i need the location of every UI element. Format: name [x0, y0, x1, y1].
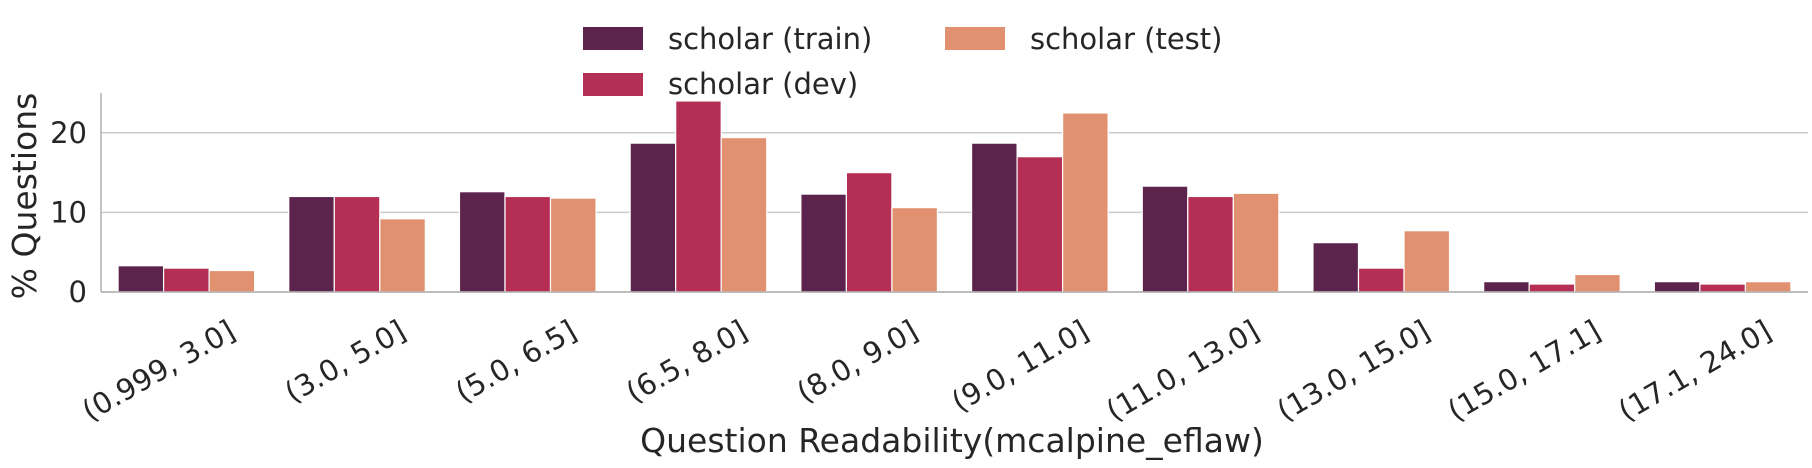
- legend-swatch-dev: [583, 73, 643, 96]
- y-tick-label: 10: [50, 195, 87, 229]
- y-axis-title: % Questions: [5, 93, 44, 300]
- bar-test-3: [720, 136, 768, 293]
- bar-dev-5: [1016, 156, 1064, 293]
- bar-test-6: [1232, 192, 1280, 293]
- x-tick-label: (5.0, 6.5]: [450, 313, 582, 409]
- legend: scholar (train) scholar (dev) scholar (t…: [583, 22, 1222, 101]
- x-tick-label: (11.0, 13.0]: [1100, 313, 1264, 428]
- bar-dev-7: [1357, 267, 1405, 293]
- legend-swatch-test: [945, 27, 1005, 50]
- legend-label-test: scholar (test): [1030, 22, 1222, 56]
- bar-test-5: [1062, 112, 1109, 293]
- x-tick-label: (15.0, 17.1]: [1442, 313, 1606, 428]
- bar-train-0: [117, 265, 165, 293]
- x-tick-labels: (0.999, 3.0] (3.0, 5.0] (5.0, 6.5] (6.5, 8.…: [76, 313, 1777, 428]
- x-axis-title: Question Readability(mcalpine_eflaw): [640, 421, 1264, 460]
- bar-test-2: [549, 197, 597, 293]
- legend-swatch-train: [583, 27, 643, 50]
- bar-train-2: [458, 191, 506, 293]
- bars: [117, 100, 1792, 293]
- bar-train-7: [1312, 242, 1360, 293]
- bar-dev-8: [1528, 283, 1576, 293]
- bar-train-8: [1483, 281, 1530, 293]
- bar-dev-0: [162, 267, 210, 293]
- bar-dev-3: [675, 100, 722, 293]
- y-tick-label: 0: [69, 275, 87, 309]
- bar-dev-1: [333, 195, 381, 293]
- legend-label-dev: scholar (dev): [668, 67, 858, 101]
- bar-dev-4: [845, 172, 893, 293]
- bar-dev-6: [1187, 195, 1234, 293]
- bar-test-0: [208, 269, 256, 293]
- bar-test-9: [1744, 281, 1792, 293]
- axes: [100, 93, 1808, 293]
- y-tick-labels: 0 10 20: [50, 116, 87, 309]
- bar-test-8: [1574, 273, 1621, 293]
- bar-dev-2: [504, 195, 552, 293]
- bar-test-7: [1403, 230, 1451, 293]
- x-tick-label: (13.0, 15.0]: [1271, 313, 1435, 428]
- y-tick-label: 20: [50, 116, 87, 150]
- bar-dev-9: [1699, 283, 1747, 293]
- bar-test-4: [891, 207, 939, 293]
- x-tick-label: (3.0, 5.0]: [279, 313, 411, 409]
- bar-train-4: [800, 193, 847, 293]
- bar-train-3: [629, 142, 677, 293]
- bar-train-1: [288, 195, 335, 293]
- bar-train-6: [1141, 185, 1189, 293]
- bar-test-1: [379, 218, 426, 293]
- x-tick-label: (9.0, 11.0]: [946, 313, 1094, 418]
- bar-train-9: [1653, 281, 1701, 293]
- x-tick-label: (17.1, 24.0]: [1613, 313, 1777, 428]
- x-tick-label: (8.0, 9.0]: [791, 313, 923, 409]
- bar-train-5: [970, 142, 1018, 293]
- x-tick-label: (0.999, 3.0]: [76, 313, 240, 428]
- x-tick-label: (6.5, 8.0]: [620, 313, 752, 409]
- legend-label-train: scholar (train): [668, 22, 872, 56]
